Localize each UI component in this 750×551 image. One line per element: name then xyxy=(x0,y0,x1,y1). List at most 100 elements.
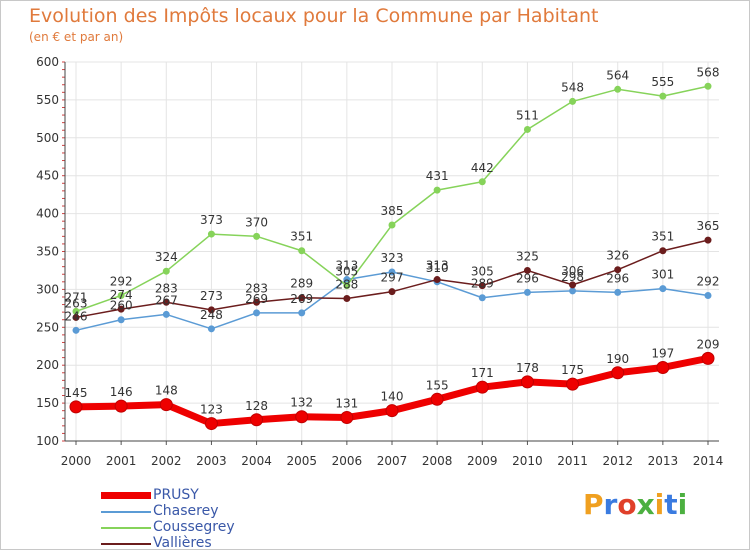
x-tick-label: 2005 xyxy=(286,454,317,468)
data-label: 305 xyxy=(471,265,494,279)
data-point xyxy=(253,298,261,306)
y-tick-label: 150 xyxy=(36,396,59,410)
x-tick-label: 2008 xyxy=(422,454,453,468)
data-point xyxy=(117,305,125,313)
data-point xyxy=(385,404,399,418)
data-label: 289 xyxy=(471,277,494,291)
data-labels: 145 146 148 123 128 132 131 140 155 171 178 175 190 1… xyxy=(65,65,720,416)
data-label: 248 xyxy=(200,308,223,322)
data-label: 267 xyxy=(155,293,178,307)
data-label: 128 xyxy=(245,399,268,413)
legend-swatch xyxy=(101,527,151,529)
data-label: 310 xyxy=(426,261,449,275)
data-label: 263 xyxy=(65,296,88,310)
data-point xyxy=(433,186,441,194)
data-point xyxy=(569,281,577,289)
x-tick-label: 2013 xyxy=(648,454,679,468)
data-point xyxy=(478,294,486,302)
data-point xyxy=(659,92,667,100)
data-point xyxy=(614,85,622,93)
data-point xyxy=(659,285,667,293)
data-label: 288 xyxy=(335,277,358,291)
data-point xyxy=(388,221,396,229)
data-point xyxy=(478,282,486,290)
logo-letter: r xyxy=(603,488,618,521)
data-label: 431 xyxy=(426,169,449,183)
data-point xyxy=(340,411,354,425)
data-label: 555 xyxy=(651,75,674,89)
y-tick-label: 250 xyxy=(36,320,59,334)
data-point xyxy=(298,309,306,317)
data-label: 325 xyxy=(516,249,539,263)
legend-swatch xyxy=(101,543,151,545)
data-label: 260 xyxy=(110,299,133,313)
data-label: 365 xyxy=(697,219,720,233)
data-label: 283 xyxy=(245,281,268,295)
data-label: 148 xyxy=(155,384,178,398)
legend-label: Vallières xyxy=(153,535,212,551)
data-point xyxy=(659,247,667,255)
data-label: 145 xyxy=(65,386,88,400)
data-label: 273 xyxy=(200,289,223,303)
axes: 100 150 200 250 300 350 400 450 500 550 600 2000 200… xyxy=(36,55,723,468)
chart-subtitle: (en € et par an) xyxy=(29,30,124,44)
data-label: 131 xyxy=(335,397,358,411)
data-point xyxy=(569,287,577,295)
proxiti-logo: Proxiti xyxy=(583,488,687,521)
data-label: 292 xyxy=(697,274,720,288)
data-point xyxy=(207,306,215,314)
logo-letter: o xyxy=(617,488,637,521)
data-label: 351 xyxy=(290,230,313,244)
data-point xyxy=(250,413,264,427)
data-label: 564 xyxy=(606,68,629,82)
data-point xyxy=(614,288,622,296)
data-point xyxy=(69,400,83,414)
y-tick-label: 600 xyxy=(36,55,59,69)
data-point xyxy=(162,310,170,318)
x-tick-label: 2003 xyxy=(196,454,227,468)
grid xyxy=(65,61,719,442)
data-point xyxy=(523,266,531,274)
legend-swatch xyxy=(101,492,151,499)
data-point xyxy=(343,294,351,302)
legend-item: Vallières xyxy=(101,535,341,551)
data-point xyxy=(117,316,125,324)
data-label: 305 xyxy=(335,265,358,279)
data-point xyxy=(430,392,444,406)
y-tick-label: 300 xyxy=(36,282,59,296)
data-label: 274 xyxy=(110,288,133,302)
data-label: 511 xyxy=(516,108,539,122)
data-point xyxy=(614,266,622,274)
data-point xyxy=(701,351,715,365)
data-point xyxy=(523,288,531,296)
x-tick-label: 2002 xyxy=(151,454,182,468)
legend-item: Chaserey xyxy=(101,503,341,519)
data-label: 197 xyxy=(651,346,674,360)
data-point xyxy=(656,360,670,374)
data-label: 190 xyxy=(606,352,629,366)
logo-letter: i xyxy=(654,488,665,521)
data-label: 323 xyxy=(381,251,404,265)
data-label: 385 xyxy=(381,204,404,218)
data-point xyxy=(159,398,173,412)
data-point xyxy=(388,268,396,276)
data-label: 178 xyxy=(516,361,539,375)
data-label: 313 xyxy=(335,259,358,273)
data-label: 175 xyxy=(561,363,584,377)
logo-letter: i xyxy=(677,488,688,521)
data-point xyxy=(298,294,306,302)
x-tick-label: 2001 xyxy=(106,454,137,468)
data-label: 301 xyxy=(651,268,674,282)
data-label: 123 xyxy=(200,403,223,417)
data-label: 326 xyxy=(606,249,629,263)
data-point xyxy=(478,178,486,186)
series-lines xyxy=(69,82,715,431)
data-label: 306 xyxy=(561,264,584,278)
data-label: 132 xyxy=(290,396,313,410)
data-point xyxy=(162,267,170,275)
y-tick-label: 400 xyxy=(36,207,59,221)
data-label: 324 xyxy=(155,250,178,264)
data-label: 297 xyxy=(381,271,404,285)
